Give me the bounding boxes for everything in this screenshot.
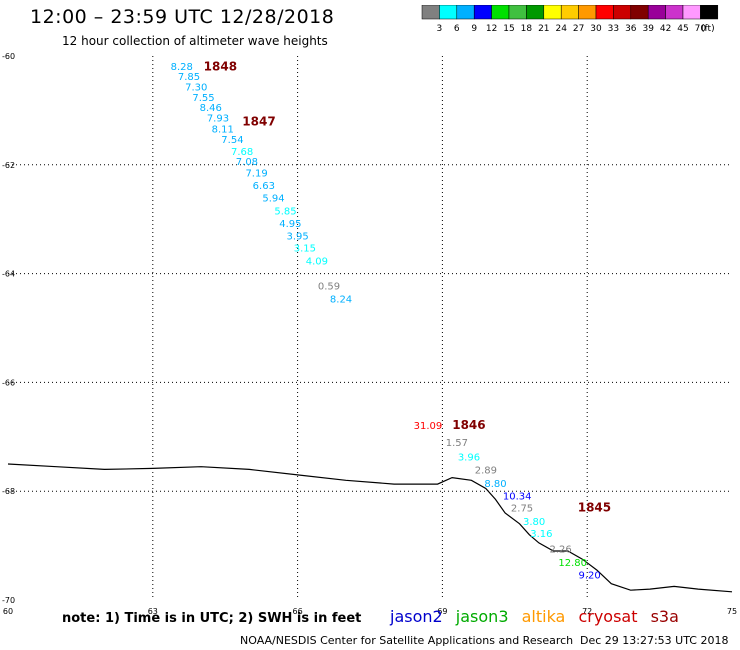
scale-label: 6	[454, 24, 460, 34]
swh-value: 4.95	[279, 219, 301, 230]
swh-value: 9.20	[578, 570, 600, 581]
x-tick-label: 63	[148, 607, 158, 616]
scale-label: 27	[573, 24, 584, 34]
swh-value: 1.57	[446, 438, 468, 449]
legend-jason3: jason3	[455, 607, 509, 626]
time-label: 1845	[578, 501, 611, 515]
swh-value: 10.34	[503, 492, 532, 503]
y-tick-label: -66	[2, 378, 15, 387]
swh-value: 6.63	[253, 181, 275, 192]
swh-value: 3.15	[294, 243, 316, 254]
scale-label: 3	[437, 24, 443, 34]
swh-value: 2.26	[550, 544, 572, 555]
y-tick-label: -68	[2, 487, 15, 496]
swh-value: 0.59	[318, 282, 340, 293]
scale-label: 36	[625, 24, 637, 34]
swh-value: 2.75	[511, 504, 533, 515]
scale-label: 42	[660, 24, 671, 34]
color-scale: 3 6 9 12 15 18 21 24 27 30 33 36 39 42 45 70(ft)	[421, 5, 719, 34]
timestamp: Dec 29 13:27:53 UTC 2018	[580, 634, 729, 647]
swh-value: 5.85	[274, 206, 296, 217]
scale-label: 24	[555, 24, 567, 34]
scale-label: 18	[521, 24, 533, 34]
x-tick-label: 60	[3, 607, 13, 616]
footer-note: note: 1) Time is in UTC; 2) SWH is in fe…	[62, 611, 362, 626]
credit-line: NOAA/NESDIS Center for Satellite Applica…	[240, 634, 574, 647]
swh-value: 7.54	[221, 135, 243, 146]
swh-value: 7.93	[207, 113, 229, 124]
x-tick-label: 66	[293, 607, 303, 616]
scale-label: 70	[695, 24, 707, 34]
swh-value: 7.19	[245, 168, 267, 179]
scale-label: 12	[486, 24, 497, 34]
scale-label: 33	[608, 24, 619, 34]
swh-value: 12.80	[558, 558, 587, 569]
x-tick-label: 75	[727, 607, 737, 616]
legend-cryosat: cryosat	[578, 607, 638, 626]
y-tick-label: -64	[2, 270, 15, 279]
swh-value: 3.96	[458, 452, 480, 463]
legend-altika: altika	[521, 607, 566, 626]
swh-value: 7.85	[178, 72, 200, 83]
scale-label: 15	[503, 24, 514, 34]
time-label: 1846	[452, 418, 485, 432]
y-tick-label: -60	[2, 52, 15, 61]
scale-label: 9	[471, 24, 477, 34]
swh-value: 7.30	[185, 82, 207, 93]
scale-unit: (ft)	[701, 24, 715, 34]
scale-label: 45	[677, 24, 688, 34]
scale-swatch	[700, 5, 719, 20]
swh-value: 31.09	[414, 421, 443, 432]
swh-value: 4.09	[306, 257, 328, 268]
scale-label: 21	[538, 24, 549, 34]
swh-value: 5.94	[262, 193, 284, 204]
swh-value: 8.80	[484, 479, 506, 490]
time-label: 1848	[204, 59, 237, 73]
legend-jason2: jason2	[390, 607, 443, 626]
x-tick-label: 69	[437, 607, 447, 616]
swh-value: 7.55	[192, 93, 214, 104]
swh-value: 3.16	[530, 529, 552, 540]
swh-value: 2.89	[475, 465, 497, 476]
coastline	[7, 463, 733, 593]
swh-value: 8.46	[200, 103, 222, 114]
swh-value: 7.68	[231, 147, 253, 158]
time-label: 1847	[242, 114, 275, 128]
swh-value: 8.28	[171, 62, 193, 73]
page-title: 12:00 – 23:59 UTC 12/28/2018	[30, 6, 335, 28]
page-subtitle: 12 hour collection of altimeter wave hei…	[62, 34, 328, 48]
x-tick-label: 72	[582, 607, 592, 616]
legend-s3a: s3a	[650, 607, 679, 626]
swh-value: 7.08	[236, 157, 258, 168]
scale-label: 30	[590, 24, 602, 34]
swh-value: 3.95	[286, 232, 308, 243]
swh-value: 3.80	[523, 517, 545, 528]
swh-value: 8.11	[212, 124, 234, 135]
swh-value: 8.24	[330, 295, 352, 306]
y-tick-label: -62	[2, 161, 15, 170]
satellite-legend: jason2 jason3 altika cryosat s3a	[390, 607, 687, 626]
y-tick-label: -70	[2, 596, 15, 605]
scale-label: 39	[642, 24, 654, 34]
